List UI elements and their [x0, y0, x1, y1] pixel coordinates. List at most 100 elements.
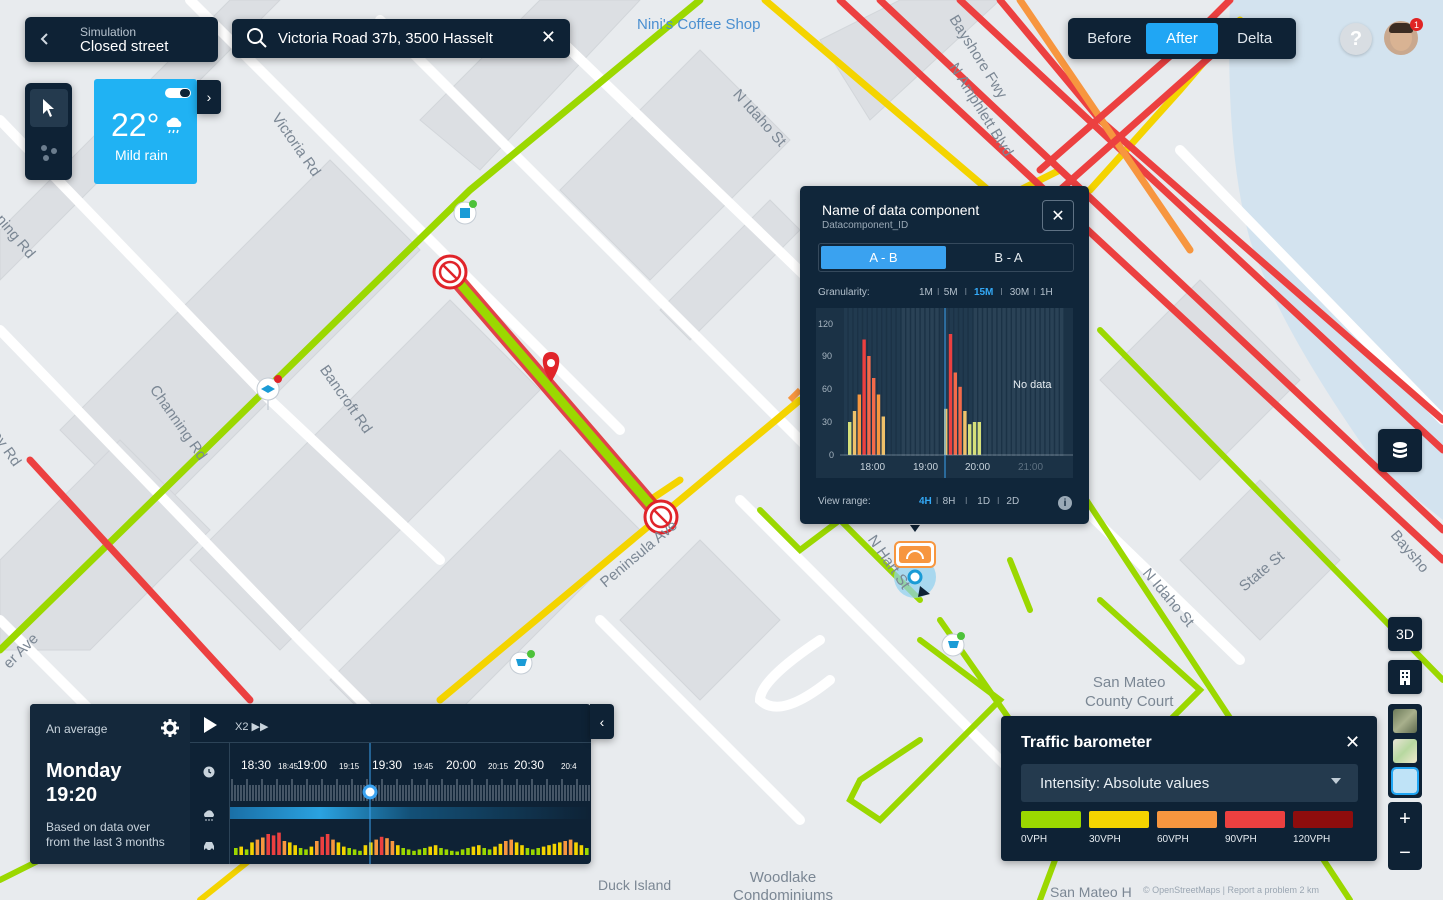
back-icon[interactable] — [35, 29, 55, 49]
chevron-left-icon[interactable]: ‹ — [590, 704, 614, 739]
poi-shop-icon[interactable] — [509, 650, 535, 675]
timeline-bar — [520, 845, 524, 855]
timeline-bar — [239, 846, 243, 855]
timeline-bar — [455, 851, 459, 855]
x-tick: 18:00 — [860, 462, 885, 473]
close-icon[interactable]: ✕ — [1042, 200, 1074, 231]
timeline-bar — [439, 848, 443, 855]
map-attribution: © OpenStreetMaps | Report a problem 2 km — [1143, 885, 1320, 895]
direction-a-b[interactable]: A - B — [821, 246, 946, 269]
timeline-tick-label: 20:15 — [488, 762, 509, 771]
timeline-bar — [568, 839, 573, 855]
weather-description: Mild rain — [115, 147, 168, 163]
timeline-bar — [255, 839, 260, 855]
cluster-tool-button[interactable] — [30, 134, 68, 172]
layers-button[interactable] — [1378, 429, 1422, 472]
search-bar[interactable]: ✕ — [232, 19, 570, 58]
timeline-bar — [331, 839, 335, 855]
play-button[interactable] — [204, 717, 217, 733]
histogram-bar — [852, 411, 857, 455]
histogram-bar — [968, 424, 972, 455]
traffic-histogram[interactable]: 120 90 60 30 0 18:00 19:00 20:00 21:00 N… — [816, 308, 1073, 478]
poi-shop-icon[interactable] — [941, 632, 965, 657]
timeline-bar — [471, 846, 476, 855]
search-icon — [246, 27, 268, 54]
view-range-options: 4H I 8H I 1D I 2D — [919, 496, 1020, 507]
terrain-style-thumb[interactable] — [1393, 739, 1417, 763]
direction-switch[interactable]: A - B B - A — [818, 243, 1074, 272]
timeline-bar — [390, 841, 395, 855]
granularity-5m[interactable]: 5M — [943, 287, 958, 298]
timeline-bar — [552, 843, 557, 855]
compare-before[interactable]: Before — [1087, 30, 1132, 47]
timeline-bar — [493, 846, 497, 855]
chevron-right-icon[interactable]: › — [197, 80, 221, 114]
building-icon[interactable] — [1388, 660, 1422, 694]
timeline-bar — [428, 846, 432, 855]
intensity-select[interactable]: Intensity: Absolute values — [1021, 764, 1358, 802]
weather-toggle[interactable] — [165, 88, 191, 98]
granularity-1h[interactable]: 1H — [1039, 287, 1053, 298]
poi-hospital-icon[interactable] — [453, 200, 477, 225]
weather-widget[interactable]: 22° Mild rain — [94, 79, 197, 184]
granularity-1m[interactable]: 1M — [919, 287, 933, 298]
granularity-15m[interactable]: 15M — [973, 287, 994, 298]
closure-marker-start[interactable] — [432, 254, 468, 290]
timeline-bar — [363, 845, 368, 855]
granularity-30m[interactable]: 30M — [1009, 287, 1030, 298]
view-range-2d[interactable]: 2D — [1006, 496, 1020, 507]
x-tick: 21:00 — [1018, 462, 1043, 473]
map-label-woodlake: Woodlake Condominiums — [733, 869, 834, 900]
timeline-bar — [482, 848, 486, 855]
close-icon[interactable]: ✕ — [540, 27, 556, 47]
compare-delta[interactable]: Delta — [1237, 30, 1273, 47]
gear-icon[interactable] — [161, 719, 179, 742]
compare-after[interactable]: After — [1145, 23, 1219, 54]
zoom-out-button[interactable]: − — [1399, 841, 1411, 864]
legend-item: 30VPH — [1089, 811, 1149, 845]
view-range-1d[interactable]: 1D — [977, 496, 991, 507]
y-tick: 30 — [822, 417, 832, 427]
timeline-bar — [401, 848, 405, 855]
light-style-thumb[interactable] — [1391, 767, 1419, 795]
note-line: Based on data over — [46, 820, 151, 834]
legend-label: 60VPH — [1157, 834, 1189, 845]
close-icon[interactable]: ✕ — [1345, 732, 1361, 752]
timeline-tick-label: 18:30 — [241, 758, 271, 772]
view-range-8h[interactable]: 8H — [942, 496, 956, 507]
histogram-bar — [977, 422, 981, 455]
satellite-style-thumb[interactable] — [1393, 709, 1417, 733]
sensor-marker-icon[interactable] — [894, 525, 936, 598]
histogram-bar — [867, 356, 871, 455]
location-pin-icon[interactable] — [542, 352, 560, 382]
note-line: from the last 3 months — [46, 835, 165, 849]
search-input[interactable] — [278, 27, 528, 49]
closure-marker-end[interactable] — [643, 499, 679, 535]
timeline-bar — [417, 849, 422, 855]
speed-button[interactable]: X2 ▶▶ — [235, 721, 269, 733]
timeline-bar — [336, 842, 341, 855]
timeline-bar — [347, 848, 351, 855]
day-label: Monday — [46, 760, 122, 782]
timeline-note: Based on data over from the last 3 month… — [46, 820, 165, 850]
timeline-tick-label: 20:4 — [561, 762, 577, 771]
weather-temperature: 22° — [111, 107, 160, 143]
barometer-legend: 0VPH 30VPH 60VPH 90VPH 120VPH — [1021, 811, 1353, 845]
view-range-4h[interactable]: 4H — [919, 496, 932, 507]
info-icon[interactable]: i — [1058, 496, 1072, 510]
legend-item: 0VPH — [1021, 811, 1081, 845]
zoom-in-button[interactable]: + — [1399, 807, 1411, 830]
compare-switch[interactable]: Before After Delta — [1068, 18, 1296, 59]
y-tick: 60 — [822, 384, 832, 394]
3d-button[interactable]: 3D — [1388, 617, 1422, 651]
select-tool-button[interactable] — [30, 89, 68, 127]
poi-school-icon[interactable] — [256, 375, 282, 410]
help-icon[interactable]: ? — [1340, 23, 1372, 55]
timeline-bar — [358, 850, 362, 855]
avatar[interactable]: 1 — [1384, 18, 1423, 55]
simulation-panel[interactable]: Simulation Closed street — [25, 17, 218, 62]
granularity-options: 1M I 5M I 15M I 30M I 1H — [919, 287, 1053, 298]
direction-b-a[interactable]: B - A — [994, 250, 1023, 265]
timeline-bar — [261, 837, 265, 855]
